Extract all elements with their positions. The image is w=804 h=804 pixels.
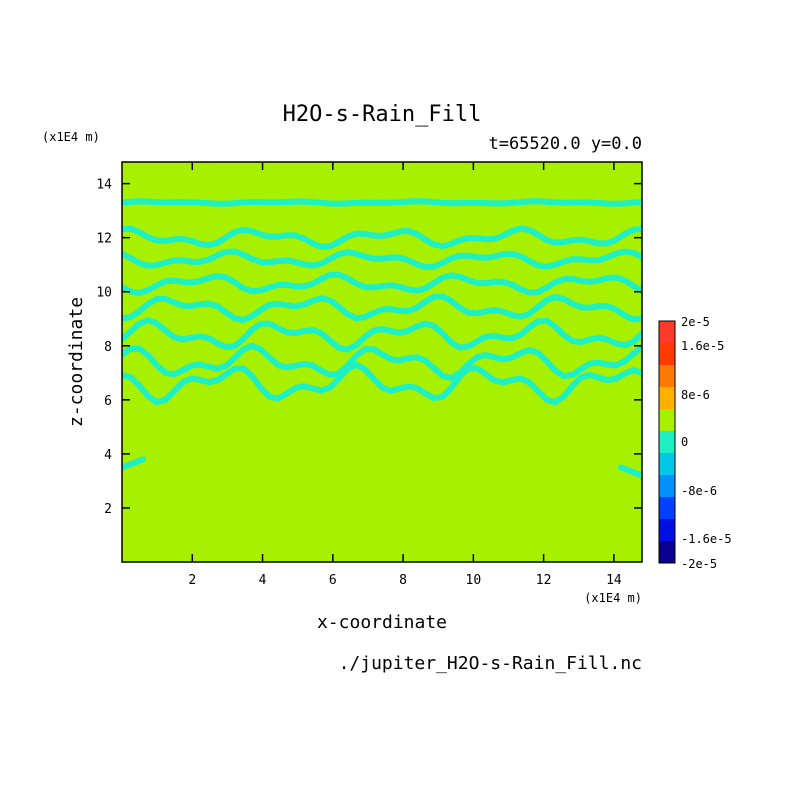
- x-tick-label: 12: [536, 573, 552, 588]
- contour-edge-patch: [122, 456, 147, 471]
- x-tick-label: 10: [466, 573, 482, 588]
- colorbar-segment: [659, 475, 675, 498]
- colorbar-segment: [659, 431, 675, 454]
- y-tick-label: 14: [96, 178, 112, 193]
- heatmap-background: [122, 162, 642, 562]
- x-axis-label: x-coordinate: [317, 612, 447, 633]
- x-axis: 2 4 6 8 10 12 14: [188, 162, 622, 588]
- colorbar-segment: [659, 321, 675, 344]
- y-tick-label: 2: [104, 502, 112, 517]
- chart-title: H2O-s-Rain_Fill: [283, 102, 482, 127]
- y-axis-label: z-coordinate: [66, 297, 87, 427]
- contour-edge-patch: [617, 464, 642, 479]
- x-tick-label: 8: [399, 573, 407, 588]
- x-tick-label: 6: [329, 573, 337, 588]
- plot-frame: [121, 161, 643, 563]
- contour-band: [122, 342, 642, 381]
- source-file-label: ./jupiter_H2O-s-Rain_Fill.nc: [339, 653, 642, 674]
- plot-area: 2 4 6 8 10 12 14 2 4 6 8 10 12 14: [96, 161, 643, 588]
- contour-band: [122, 248, 642, 271]
- colorbar-label: -1.6e-5: [681, 532, 732, 546]
- contour-band: [122, 317, 642, 353]
- y-tick-label: 6: [104, 394, 112, 409]
- colorbar-segment: [659, 409, 675, 432]
- y-tick-label: 12: [96, 232, 112, 247]
- contour-band: [122, 225, 642, 250]
- x-tick-label: 14: [606, 573, 622, 588]
- contour-band: [122, 271, 642, 296]
- colorbar-label: 0: [681, 435, 688, 449]
- chart-subtitle: t=65520.0 y=0.0: [488, 134, 642, 154]
- colorbar-label: 2e-5: [681, 315, 710, 329]
- colorbar-segment: [659, 387, 675, 410]
- colorbar-segment: [659, 497, 675, 520]
- colorbar-label: -2e-5: [681, 557, 717, 571]
- x-tick-label: 2: [188, 573, 196, 588]
- contour-band: [122, 361, 642, 406]
- y-axis: 2 4 6 8 10 12 14: [96, 178, 642, 517]
- colorbar-label: 1.6e-5: [681, 339, 724, 353]
- y-unit-label: (x1E4 m): [42, 130, 100, 144]
- colorbar-segment: [659, 365, 675, 388]
- contour-band: [122, 293, 642, 323]
- colorbar-label: -8e-6: [681, 484, 717, 498]
- y-tick-label: 4: [104, 448, 112, 463]
- x-tick-label: 4: [259, 573, 267, 588]
- colorbar-frame: [658, 320, 676, 564]
- y-tick-label: 8: [104, 340, 112, 355]
- contour-band: [122, 198, 642, 207]
- x-unit-label: (x1E4 m): [584, 591, 642, 605]
- colorbar-segment: [659, 453, 675, 476]
- colorbar-label: 8e-6: [681, 388, 710, 402]
- y-tick-label: 10: [96, 286, 112, 301]
- colorbar-segment: [659, 541, 675, 564]
- colorbar: 2e-5 1.6e-5 8e-6 0 -8e-6 -1.6e-5 -2e-5: [658, 315, 732, 571]
- colorbar-segment: [659, 343, 675, 366]
- contour-layer: [122, 198, 642, 479]
- colorbar-segment: [659, 519, 675, 542]
